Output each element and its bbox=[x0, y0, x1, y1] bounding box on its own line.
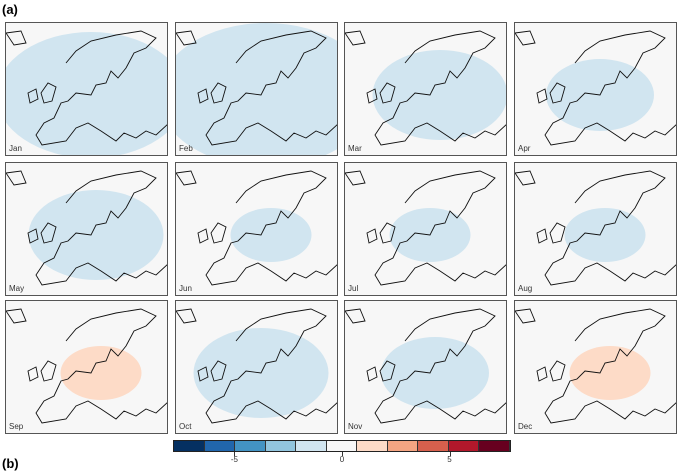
map-svg bbox=[515, 308, 676, 424]
colorbar-tick-label: 0 bbox=[339, 455, 345, 464]
month-label: Dec bbox=[518, 422, 533, 431]
coastline bbox=[345, 170, 506, 286]
coastline bbox=[515, 30, 676, 146]
colorbar-bin bbox=[418, 441, 449, 451]
map-panel-dec: Dec bbox=[514, 300, 677, 434]
coastline bbox=[6, 308, 167, 424]
colorbar-bin bbox=[174, 441, 205, 451]
map-svg bbox=[6, 308, 167, 424]
map-panel-apr: Apr bbox=[514, 22, 677, 156]
map-panel-jun: Jun bbox=[175, 162, 338, 296]
coastline bbox=[176, 170, 337, 286]
anomaly-contour bbox=[569, 346, 651, 400]
month-label: Apr bbox=[518, 144, 531, 153]
map-svg bbox=[176, 170, 337, 286]
map-panel-nov: Nov bbox=[344, 300, 507, 434]
map-panel-jan: Jan bbox=[5, 22, 168, 156]
map-panel-aug: Aug bbox=[514, 162, 677, 296]
month-label: Mar bbox=[348, 144, 362, 153]
map-svg bbox=[6, 30, 167, 155]
coastline bbox=[176, 30, 337, 146]
colorbar-tick-label: 5 bbox=[447, 455, 452, 464]
figure-label-a: (a) bbox=[2, 2, 18, 17]
colorbar-tick bbox=[342, 452, 343, 456]
map-svg bbox=[345, 170, 506, 286]
colorbar-tick-label: -5 bbox=[230, 455, 239, 464]
colorbar-bin bbox=[479, 441, 511, 451]
coastline bbox=[176, 308, 337, 424]
colorbar-bin bbox=[204, 441, 236, 451]
coastline bbox=[6, 170, 167, 286]
map-panel-sep: Sep bbox=[5, 300, 168, 434]
month-label: Sep bbox=[9, 422, 24, 431]
month-label: Oct bbox=[179, 422, 192, 431]
month-label: Jul bbox=[348, 284, 359, 293]
month-label: May bbox=[9, 284, 25, 293]
coastline bbox=[515, 308, 676, 424]
map-svg bbox=[515, 170, 676, 286]
map-panel-feb: Feb bbox=[175, 22, 338, 156]
coastline bbox=[345, 308, 506, 424]
month-label: Aug bbox=[518, 284, 533, 293]
map-svg bbox=[176, 23, 337, 155]
anomaly-contour bbox=[176, 23, 337, 155]
colorbar-bin bbox=[326, 441, 358, 451]
map-panel-oct: Oct bbox=[175, 300, 338, 434]
colorbar-bin bbox=[357, 441, 388, 451]
coastline bbox=[515, 170, 676, 286]
anomaly-contour bbox=[372, 50, 506, 140]
month-label: Jun bbox=[179, 284, 192, 293]
map-svg bbox=[345, 30, 506, 146]
colorbar bbox=[173, 440, 511, 452]
map-panel-may: May bbox=[5, 162, 168, 296]
colorbar-bin bbox=[448, 441, 480, 451]
month-label: Jan bbox=[9, 144, 22, 153]
anomaly-contour bbox=[230, 208, 312, 262]
map-svg bbox=[515, 30, 676, 146]
anomaly-contour bbox=[6, 32, 167, 155]
colorbar-tick bbox=[449, 452, 451, 456]
month-label: Nov bbox=[348, 422, 363, 431]
coastline bbox=[6, 30, 167, 146]
map-panel-mar: Mar bbox=[344, 22, 507, 156]
coastline bbox=[345, 30, 506, 146]
colorbar-bin bbox=[235, 441, 266, 451]
anomaly-contour bbox=[381, 337, 489, 409]
month-label: Feb bbox=[179, 144, 193, 153]
colorbar-bin bbox=[265, 441, 297, 451]
colorbar-tick bbox=[234, 452, 236, 456]
colorbar-bin bbox=[296, 441, 327, 451]
anomaly-contour bbox=[564, 208, 646, 262]
anomaly-contour bbox=[60, 346, 142, 400]
map-svg bbox=[345, 308, 506, 424]
anomaly-contour bbox=[28, 190, 164, 280]
map-panel-jul: Jul bbox=[344, 162, 507, 296]
map-svg bbox=[176, 308, 337, 424]
map-svg bbox=[6, 170, 167, 286]
colorbar-bin bbox=[387, 441, 419, 451]
